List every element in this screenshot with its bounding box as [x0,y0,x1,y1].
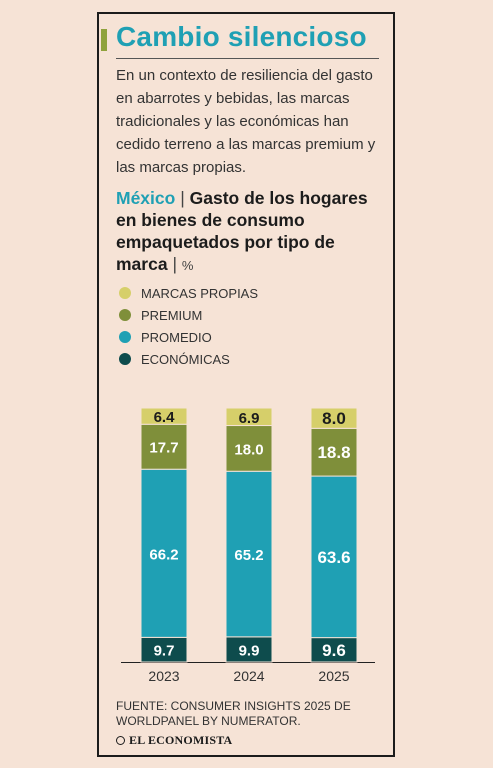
bar-segment-2023-3 [140,407,188,425]
publisher-brand: EL ECONOMISTA [116,733,232,748]
data-label-2025-2: 18.8 [317,443,350,462]
bar-segment-2024-0 [225,636,273,663]
data-label-2024-2: 18.0 [234,441,263,458]
stacked-bar-chart: 9.7 66.2 17.7 6.4 2023 9.9 65.2 18.0 6.9 2024 9.6 6… [121,407,375,684]
data-label-2024-0: 9.9 [239,642,260,659]
data-label-2025-0: 9.6 [322,641,346,660]
unit-separator: | [172,254,177,274]
subtitle-country: México [116,188,176,208]
bar-segment-2023-0 [140,636,188,663]
bar-segment-2025-1 [310,475,358,639]
bar-segment-2024-2 [225,425,273,472]
title-accent-bar [101,29,107,51]
data-label-2025-1: 63.6 [317,548,350,567]
x-tick-label-2023: 2023 [148,668,179,684]
x-tick-label-2025: 2025 [318,668,349,684]
intro-text: En un contexto de resiliencia del gasto … [116,67,376,176]
x-tick-label-2024: 2024 [233,668,264,684]
data-label-2024-3: 6.9 [239,410,260,427]
data-label-2023-3: 6.4 [154,409,176,426]
legend-item-premium: PREMIUM [119,304,258,326]
legend-label: ECONÓMICAS [141,351,230,367]
title-divider [116,58,379,59]
bar-segment-2024-1 [225,470,273,638]
data-label-2023-1: 66.2 [149,546,178,563]
legend-dot-premium [119,309,131,321]
legend-item-marcas-propias: MARCAS PROPIAS [119,282,258,304]
legend-item-promedio: PROMEDIO [119,326,258,348]
data-label-2023-0: 9.7 [154,643,175,660]
data-label-2025-3: 8.0 [322,409,346,428]
bar-segment-2025-3 [310,407,358,429]
legend-label: PROMEDIO [141,329,212,345]
source-note: FUENTE: CONSUMER INSIGHTS 2025 DE WORLDP… [116,699,351,728]
chart-subtitle: México | Gasto de los hogares en bienes … [116,187,386,277]
subtitle-text: Gasto de los hogares en bienes de consum… [116,188,368,274]
brand-logo-icon [116,736,125,745]
infographic-panel: Cambio silencioso En un contexto de resi… [97,12,395,757]
data-label-2023-2: 17.7 [149,440,178,457]
page-title: Cambio silencioso [116,21,367,52]
data-label-2024-1: 65.2 [234,547,263,564]
legend-dot-promedio [119,331,131,343]
subtitle-separator: | [180,188,185,208]
bar-segment-2024-3 [225,407,273,427]
legend-dot-economicas [119,353,131,365]
bar-segment-2025-0 [310,637,358,663]
bar-segment-2023-1 [140,468,188,638]
legend-label: MARCAS PROPIAS [141,285,259,301]
legend-label: PREMIUM [141,307,203,323]
legend-dot-marcas-propias [119,287,131,299]
legend-item-economicas: ECONÓMICAS [119,348,258,370]
brand-name: EL ECONOMISTA [129,733,233,747]
subtitle-unit: % [181,258,194,273]
chart-legend: MARCAS PROPIAS PREMIUM PROMEDIO ECONÓMIC… [119,282,258,370]
